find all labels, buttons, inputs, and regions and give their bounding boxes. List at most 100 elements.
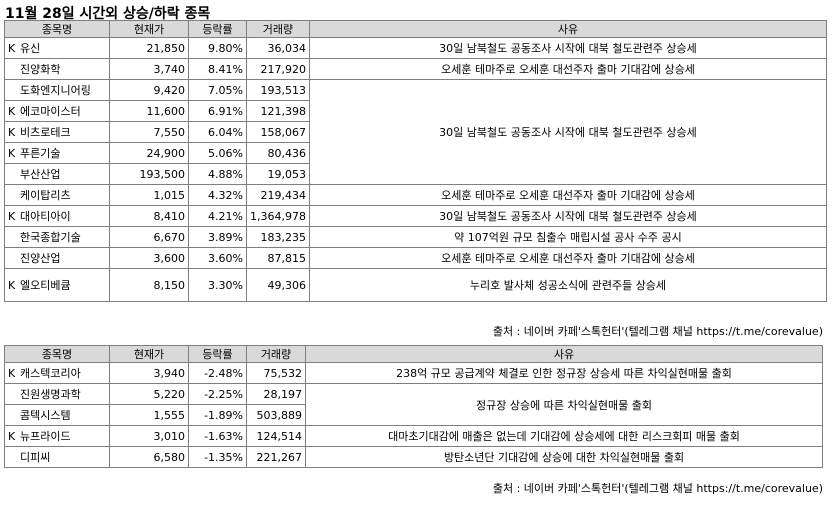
stock-name: 비츠로테크 (20, 126, 71, 139)
market-tag: K (8, 147, 16, 160)
table-row: 케이탑리츠 1,015 4.32% 219,434 오세훈 테마주로 오세훈 대… (4, 184, 827, 206)
market-tag: K (8, 430, 16, 443)
volume-cell: 80,436 (246, 142, 310, 164)
price-cell: 3,010 (109, 425, 189, 447)
reason-cell: 누리호 발사체 성공소식에 관련주들 상승세 (308, 268, 827, 302)
price-cell: 3,740 (109, 58, 189, 80)
header-change: 등락률 (188, 20, 247, 38)
change-cell: 8.41% (188, 58, 247, 80)
table-row: K 뉴프라이드 3,010 -1.63% 124,514 대마초기대감에 매출은 … (4, 425, 823, 447)
stock-name: 대아티아이 (20, 210, 71, 223)
change-cell: -1.35% (188, 446, 247, 468)
header-reason: 사유 (305, 345, 823, 363)
volume-cell: 28,197 (246, 383, 306, 405)
table-row: K 푸른기술 24,900 5.06% 80,436 (4, 142, 827, 164)
change-cell: 4.32% (188, 184, 247, 206)
volume-cell: 503,889 (246, 404, 306, 426)
change-cell: -2.48% (188, 362, 247, 384)
market-tag: K (8, 42, 16, 55)
price-cell: 7,550 (109, 121, 189, 143)
volume-cell: 36,034 (246, 37, 310, 59)
reason-cell: 30일 남북철도 공동조사 시작에 대북 철도관련주 상승세 (308, 79, 827, 185)
reason-cell: 오세훈 테마주로 오세훈 대선주자 출마 기대감에 상승세 (308, 184, 827, 206)
reason-cell: 30일 남북철도 공동조사 시작에 대북 철도관련주 상승세 (308, 37, 827, 59)
change-cell: -1.63% (188, 425, 247, 447)
table-row: K 비츠로테크 7,550 6.04% 158,067 (4, 121, 827, 143)
stock-name: 케이탑리츠 (20, 189, 71, 202)
change-cell: -2.25% (188, 383, 247, 405)
change-cell: 3.60% (188, 247, 247, 269)
price-cell: 3,940 (109, 362, 189, 384)
table-row: 도화엔지니어링 9,420 7.05% 193,513 30일 남북철도 공동조… (4, 79, 827, 185)
stock-name: 푸른기술 (20, 147, 61, 160)
price-cell: 5,220 (109, 383, 189, 405)
source-note: 출처 : 네이버 카페'스톡헌터'(텔레그램 채널 https://t.me/c… (492, 325, 823, 338)
page-title: 11월 28일 시간외 상승/하락 종목 (5, 6, 211, 22)
stock-name: 진양화학 (20, 63, 61, 76)
volume-cell: 19,053 (246, 163, 310, 185)
market-tag: K (8, 126, 16, 139)
stock-name: 유신 (20, 42, 41, 55)
price-cell: 193,500 (109, 163, 189, 185)
table-row: K 캐스텍코리아 3,940 -2.48% 75,532 238억 규모 공급계약… (4, 362, 823, 384)
change-cell: 5.06% (188, 142, 247, 164)
table-row: 진양화학 3,740 8.41% 217,920 오세훈 테마주로 오세훈 대선… (4, 58, 827, 80)
change-cell: 6.91% (188, 100, 247, 122)
change-cell: 4.88% (188, 163, 247, 185)
volume-cell: 1,364,978 (246, 205, 310, 227)
volume-cell: 193,513 (246, 79, 310, 101)
stock-name: 도화엔지니어링 (20, 84, 91, 97)
header-name: 종목명 (4, 20, 110, 38)
volume-cell: 49,306 (246, 268, 310, 302)
stock-name: 뉴프라이드 (20, 430, 71, 443)
change-cell: 6.04% (188, 121, 247, 143)
market-tag: K (8, 210, 16, 223)
change-cell: 7.05% (188, 79, 247, 101)
change-cell: -1.89% (188, 404, 247, 426)
price-cell: 6,670 (109, 226, 189, 248)
stock-name: 진원생명과학 (20, 388, 81, 401)
stock-name: 디피씨 (20, 451, 51, 464)
table-row: K 유신 21,850 9.80% 36,034 30일 남북철도 공동조사 시작… (4, 37, 827, 59)
price-cell: 6,580 (109, 446, 189, 468)
reason-cell: 정규장 상승에 따른 차익실현매물 출회 (305, 383, 823, 426)
price-cell: 8,150 (109, 268, 189, 302)
change-cell: 9.80% (188, 37, 247, 59)
volume-cell: 219,434 (246, 184, 310, 206)
stock-name: 부산산업 (20, 168, 61, 181)
reason-cell: 오세훈 테마주로 오세훈 대선주자 출마 기대감에 상승세 (308, 58, 827, 80)
stock-name: 진양산업 (20, 252, 61, 265)
volume-cell: 75,532 (246, 362, 306, 384)
table-header-row: 종목명 현재가 등락률 거래량 사유 (4, 345, 823, 363)
volume-cell: 183,235 (246, 226, 310, 248)
table-row: 진양산업 3,600 3.60% 87,815 오세훈 테마주로 오세훈 대선주… (4, 247, 827, 269)
price-cell: 11,600 (109, 100, 189, 122)
market-tag: K (8, 105, 16, 118)
table-header-row: 종목명 현재가 등락률 거래량 사유 (4, 20, 827, 38)
table-row: K 엘오티베큠 8,150 3.30% 49,306 누리호 발사체 성공소식에 … (4, 268, 827, 302)
market-tag: K (8, 367, 16, 380)
header-reason: 사유 (308, 20, 827, 38)
table-row: K 대아티아이 8,410 4.21% 1,364,978 30일 남북철도 공동… (4, 205, 827, 227)
price-cell: 1,555 (109, 404, 189, 426)
table-row: 디피씨 6,580 -1.35% 221,267 방탄소년단 기대감에 상승에 … (4, 446, 823, 468)
rise-table: 종목명 현재가 등락률 거래량 사유 K 유신 21,850 9.80% 36,0… (4, 20, 827, 302)
change-cell: 3.89% (188, 226, 247, 248)
table-row: 한국종합기술 6,670 3.89% 183,235 약 107억원 규모 침출… (4, 226, 827, 248)
table-row: 진원생명과학 5,220 -2.25% 28,197 정규장 상승에 따른 차익… (4, 383, 823, 426)
stock-name: 캐스텍코리아 (20, 367, 81, 380)
reason-cell: 238억 규모 공급계약 체결로 인한 정규장 상승세 따른 차익실현매물 출회 (305, 362, 823, 384)
stock-name: 에코마이스터 (20, 105, 81, 118)
header-name: 종목명 (4, 345, 110, 363)
price-cell: 9,420 (109, 79, 189, 101)
stock-name: 한국종합기술 (20, 231, 81, 244)
header-volume: 거래량 (246, 345, 306, 363)
reason-cell: 약 107억원 규모 침출수 매립시설 공사 수주 공시 (308, 226, 827, 248)
reason-cell: 오세훈 테마주로 오세훈 대선주자 출마 기대감에 상승세 (308, 247, 827, 269)
reason-cell: 방탄소년단 기대감에 상승에 대한 차익실현매물 출회 (305, 446, 823, 468)
market-tag: K (8, 279, 16, 292)
fall-table: 종목명 현재가 등락률 거래량 사유 K 캐스텍코리아 3,940 -2.48% … (4, 345, 823, 468)
table-row: K 에코마이스터 11,600 6.91% 121,398 (4, 100, 827, 122)
header-change: 등락률 (188, 345, 247, 363)
header-volume: 거래량 (246, 20, 310, 38)
